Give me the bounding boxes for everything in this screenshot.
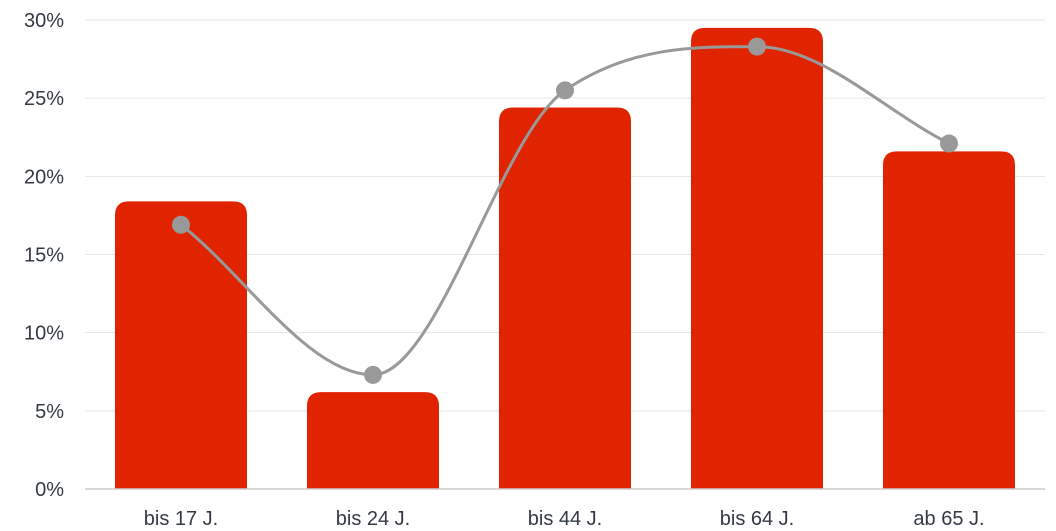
bar-series [115, 27, 1015, 490]
x-category-label: bis 44 J. [528, 508, 602, 530]
bar [883, 151, 1015, 489]
line-markers [172, 37, 958, 384]
bar [499, 107, 631, 490]
x-category-label: bis 24 J. [336, 508, 410, 530]
line-marker [748, 37, 766, 56]
y-tick-label: 30% [24, 10, 64, 32]
x-category-label: bis 17 J. [144, 508, 218, 530]
y-tick-label: 20% [24, 166, 64, 188]
bar [115, 201, 247, 489]
x-axis-category-labels: bis 17 J. bis 24 J. bis 44 J. bis 64 J. ab 6… [144, 508, 985, 530]
y-axis-tick-labels: 0% 5% 10% 15% 20% 25% 30% [24, 10, 64, 501]
line-marker [172, 215, 190, 234]
bar [307, 392, 439, 489]
y-tick-label: 10% [24, 323, 64, 345]
bar [691, 27, 823, 489]
y-tick-label: 5% [35, 401, 64, 423]
y-tick-label: 15% [24, 245, 64, 267]
y-tick-label: 0% [35, 479, 64, 501]
line-series [180, 45, 950, 377]
line-marker [940, 134, 958, 153]
y-tick-label: 25% [24, 88, 64, 110]
line-marker [364, 365, 382, 384]
trend-line [180, 45, 950, 377]
line-marker [556, 81, 574, 100]
x-category-label: ab 65 J. [913, 508, 984, 530]
x-category-label: bis 64 J. [720, 508, 794, 530]
